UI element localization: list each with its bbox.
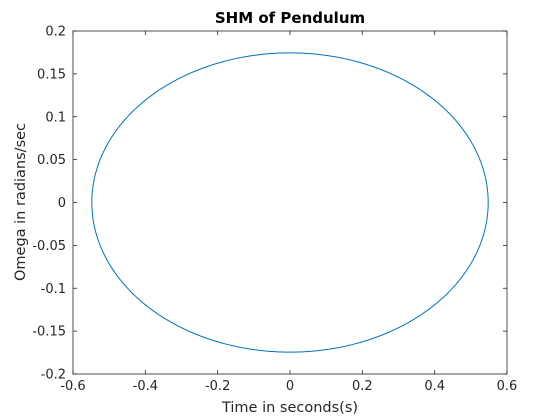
- y-tick-label: -0.15: [32, 325, 66, 340]
- x-tick-label: -0.6: [60, 379, 85, 394]
- y-tick-label: 0: [58, 196, 66, 211]
- chart-title: SHM of Pendulum: [215, 9, 365, 27]
- y-tick-label: -0.05: [32, 239, 66, 254]
- y-tick-label: 0.1: [45, 110, 66, 125]
- y-tick-label: 0.15: [37, 67, 66, 82]
- plot-area: [73, 31, 507, 374]
- series-line-0: [91, 52, 489, 353]
- x-tick-label: -0.2: [205, 379, 230, 394]
- x-tick-label: 0.4: [424, 379, 445, 394]
- x-tick-label: 0.6: [497, 379, 518, 394]
- y-tick-label: -0.2: [41, 368, 66, 383]
- x-axis-label: Time in seconds(s): [221, 400, 358, 416]
- y-axis-label: Omega in radians/sec: [13, 123, 29, 281]
- y-tick-label: 0.2: [45, 25, 66, 40]
- x-tick-label: -0.4: [133, 379, 158, 394]
- x-tick-label: 0: [286, 379, 294, 394]
- x-tick-label: 0.2: [352, 379, 373, 394]
- series-layer: [91, 52, 489, 353]
- y-ticks: -0.2 -0.15 -0.1 -0.05 0 0.05 0.1 0.15 0.2: [32, 25, 507, 383]
- x-ticks: -0.6 -0.4 -0.2 0 0.2 0.4 0.6: [60, 31, 517, 394]
- y-tick-label: 0.05: [37, 153, 66, 168]
- y-tick-label: -0.1: [41, 282, 66, 297]
